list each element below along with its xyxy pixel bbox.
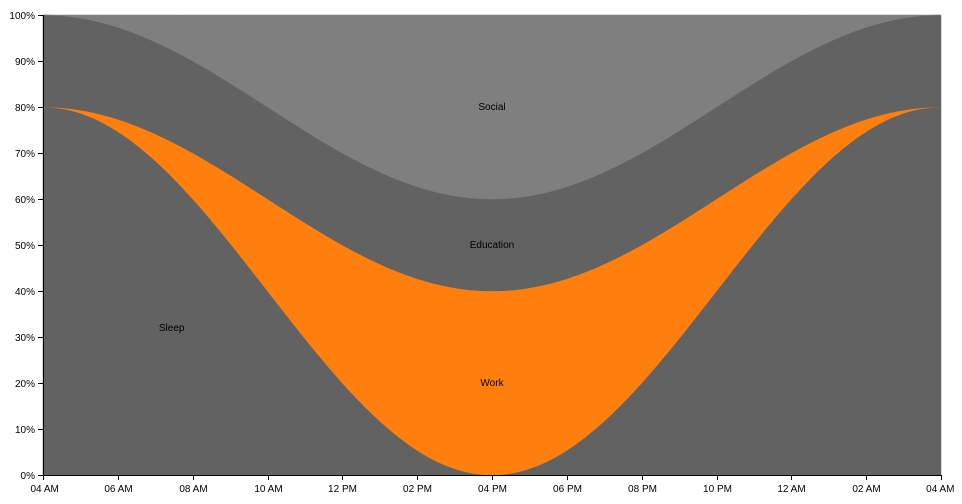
x-tick-label: 10 PM <box>703 484 732 495</box>
area-social <box>42 14 942 200</box>
x-tick-label: 06 AM <box>104 484 132 495</box>
area-label-education: Education <box>470 240 514 251</box>
y-tick-label: 100% <box>9 11 35 22</box>
plot-area <box>42 14 942 476</box>
x-tick-label: 02 PM <box>403 484 432 495</box>
x-tick-label: 02 AM <box>852 484 880 495</box>
x-tick-label: 12 AM <box>777 484 805 495</box>
y-tick-label: 20% <box>15 379 35 390</box>
x-tick-label: 04 AM <box>926 484 954 495</box>
y-tick-label: 60% <box>15 195 35 206</box>
y-axis: 0% 10% 20% 30% 40% 50% 60% 70% 80% 90% 100% <box>9 11 44 482</box>
y-tick-label: 50% <box>15 241 35 252</box>
y-tick-label: 10% <box>15 425 35 436</box>
x-tick-label: 04 AM <box>31 484 59 495</box>
x-tick-label: 08 AM <box>179 484 207 495</box>
y-tick-label: 0% <box>21 471 36 482</box>
y-tick-label: 70% <box>15 149 35 160</box>
y-tick-label: 80% <box>15 103 35 114</box>
x-axis: 04 AM 06 AM 08 AM 10 AM 12 PM 02 PM 04 PM 06 PM… <box>31 475 955 495</box>
area-label-work: Work <box>480 378 504 389</box>
y-tick-label: 40% <box>15 287 35 298</box>
area-label-social: Social <box>478 102 505 113</box>
x-tick-label: 08 PM <box>628 484 657 495</box>
x-tick-label: 12 PM <box>328 484 357 495</box>
area-label-sleep: Sleep <box>159 323 185 334</box>
x-tick-label: 10 AM <box>254 484 282 495</box>
x-tick-label: 06 PM <box>553 484 582 495</box>
area-labels: Sleep Work Education Social <box>159 102 514 389</box>
y-tick-label: 90% <box>15 57 35 68</box>
x-tick-label: 04 PM <box>478 484 507 495</box>
y-tick-label: 30% <box>15 333 35 344</box>
